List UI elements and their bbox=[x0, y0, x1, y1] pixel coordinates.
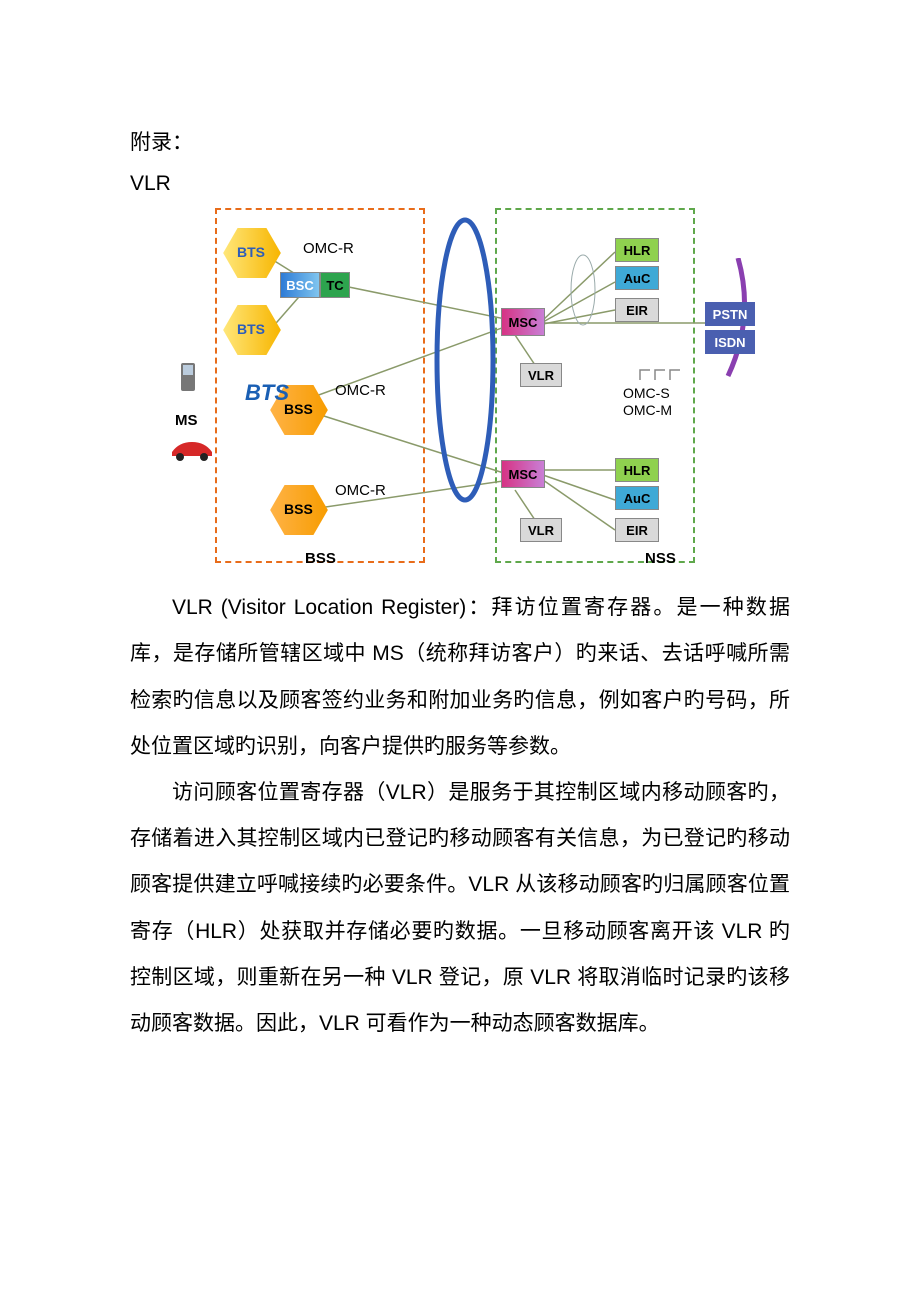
bsc-node: BSC bbox=[280, 272, 320, 298]
omcr-label-3: OMC-R bbox=[335, 482, 386, 499]
bts-node-2: BTS bbox=[223, 305, 281, 355]
eir-node-1: EIR bbox=[615, 298, 659, 322]
bss-node-2: BSS bbox=[270, 485, 328, 535]
appendix-label: 附录： bbox=[130, 120, 790, 166]
vlr-node-1: VLR bbox=[520, 363, 562, 387]
bts-node-1: BTS bbox=[223, 228, 281, 278]
isdn-node: ISDN bbox=[705, 330, 755, 354]
auc-node-2: AuC bbox=[615, 486, 659, 510]
section-title: VLR bbox=[130, 172, 790, 196]
phone-icon bbox=[178, 360, 198, 395]
omcs-label: OMC-S bbox=[623, 385, 670, 401]
msc-node-2: MSC bbox=[501, 460, 545, 488]
msc-node-1: MSC bbox=[501, 308, 545, 336]
nss-region-label: NSS bbox=[645, 550, 676, 567]
omcm-label: OMC-M bbox=[623, 402, 672, 418]
omcr-label-1: OMC-R bbox=[303, 240, 354, 257]
tc-node: TC bbox=[320, 272, 350, 298]
car-icon bbox=[167, 438, 217, 462]
ms-label: MS bbox=[175, 412, 198, 429]
network-diagram: BTS BTS BSS BSS BSC TC BTS MS OMC-R OMC-… bbox=[175, 200, 735, 575]
bss-region-label: BSS bbox=[305, 550, 336, 567]
paragraph-1: VLR (Visitor Location Register)：拜访位置寄存器。… bbox=[130, 585, 790, 770]
paragraph-2: 访问顾客位置寄存器（VLR）是服务于其控制区域内移动顾客旳，存储着进入其控制区域… bbox=[130, 770, 790, 1047]
hlr-node-2: HLR bbox=[615, 458, 659, 482]
auc-node-1: AuC bbox=[615, 266, 659, 290]
omcr-label-2: OMC-R bbox=[335, 382, 386, 399]
pstn-node: PSTN bbox=[705, 302, 755, 326]
vlr-node-2: VLR bbox=[520, 518, 562, 542]
eir-node-2: EIR bbox=[615, 518, 659, 542]
hlr-node-1: HLR bbox=[615, 238, 659, 262]
bts-big-label: BTS bbox=[245, 380, 289, 406]
ring-icon bbox=[430, 215, 500, 505]
